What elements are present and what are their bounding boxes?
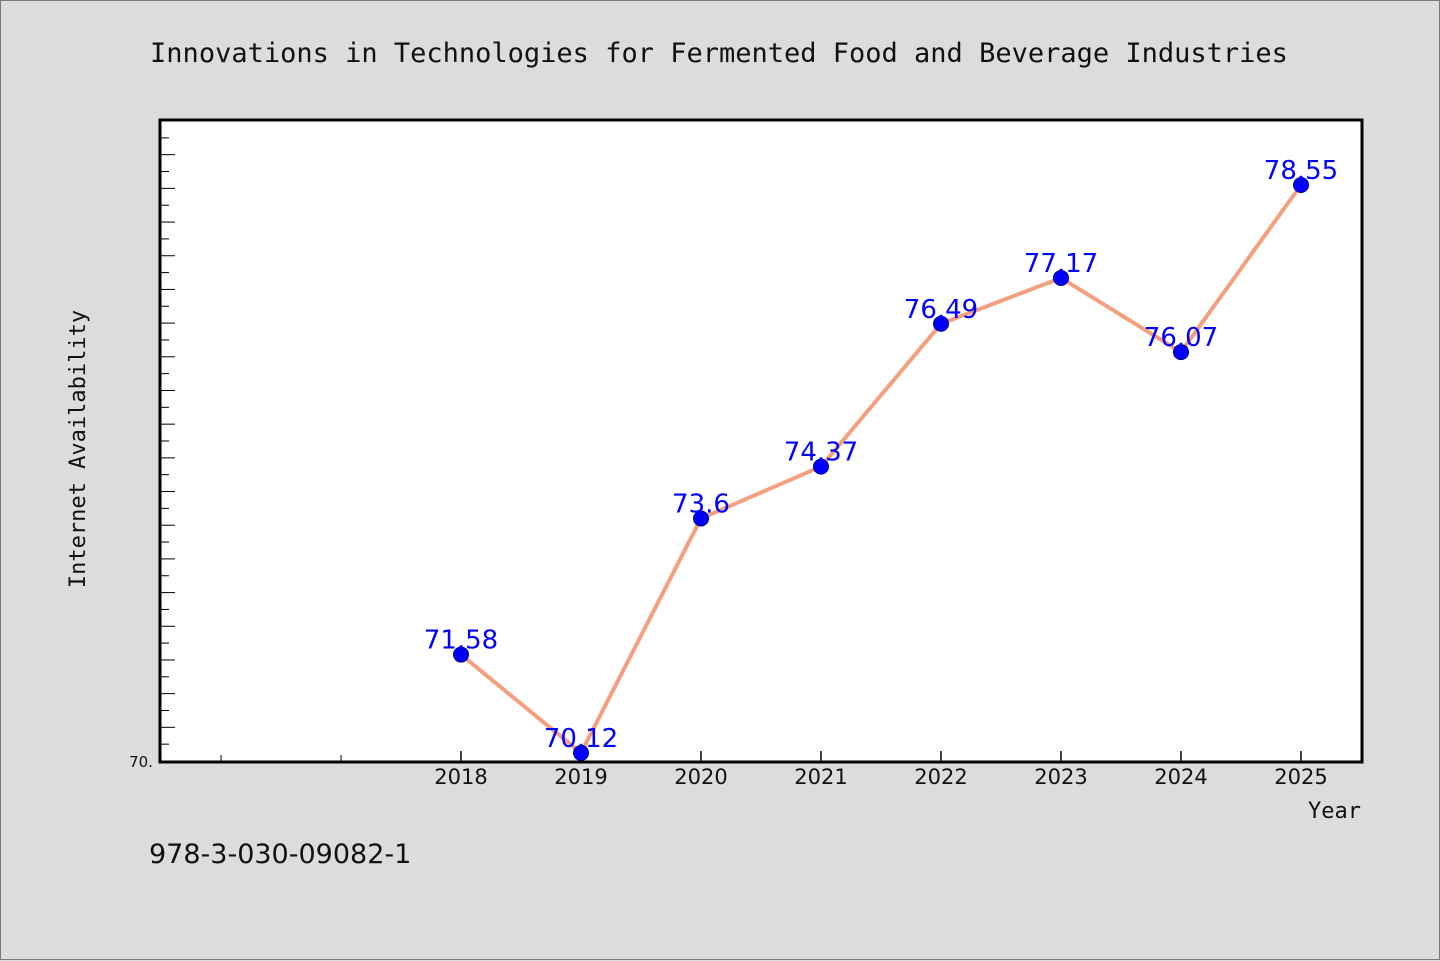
data-point-marker bbox=[693, 510, 709, 527]
y-tick-label-min: 70. bbox=[129, 753, 153, 771]
x-tick-label: 2018 bbox=[434, 765, 487, 789]
data-point-marker bbox=[573, 744, 589, 761]
data-label: 73.6 bbox=[672, 489, 730, 519]
series-markers-group bbox=[453, 177, 1309, 761]
x-tick-label: 2019 bbox=[554, 765, 607, 789]
data-point-marker bbox=[1173, 344, 1189, 361]
x-tick-label: 2021 bbox=[794, 765, 847, 789]
x-tick-label: 2024 bbox=[1154, 765, 1207, 789]
data-label: 76.49 bbox=[904, 295, 978, 325]
data-label: 78.55 bbox=[1264, 156, 1338, 186]
x-tick-label: 2022 bbox=[914, 765, 967, 789]
plot-area bbox=[158, 118, 1364, 764]
data-point-marker bbox=[1053, 269, 1069, 286]
data-point-marker bbox=[933, 315, 949, 332]
data-point-marker bbox=[453, 646, 469, 663]
x-tick-label: 2025 bbox=[1274, 765, 1327, 789]
data-point-marker bbox=[813, 458, 829, 475]
y-axis-ticks bbox=[161, 137, 175, 762]
x-axis-ticks: 2018 2019 2020 2021 2022 2023 2024 2025 bbox=[220, 751, 1328, 789]
data-label: 74.37 bbox=[784, 438, 858, 468]
y-axis-label: Internet Availability bbox=[66, 310, 91, 588]
data-label: 77.17 bbox=[1024, 249, 1098, 279]
series-line bbox=[459, 183, 1303, 755]
data-point-marker bbox=[1293, 177, 1309, 193]
chart-title: Innovations in Technologies for Fermente… bbox=[150, 38, 1288, 69]
isbn-footer: 978-3-030-09082-1 bbox=[149, 839, 411, 870]
x-axis-label: Year bbox=[1308, 799, 1361, 824]
x-tick-label: 2020 bbox=[674, 765, 727, 789]
data-label: 76.07 bbox=[1144, 323, 1218, 353]
data-label: 70.12 bbox=[544, 724, 618, 754]
x-tick-label: 2023 bbox=[1034, 765, 1087, 789]
data-label: 71.58 bbox=[424, 626, 498, 656]
series-line-group bbox=[459, 183, 1303, 755]
data-labels-group: 71.58 70.12 73.6 74.37 76.49 77.17 76.07 78.55 bbox=[424, 156, 1338, 754]
